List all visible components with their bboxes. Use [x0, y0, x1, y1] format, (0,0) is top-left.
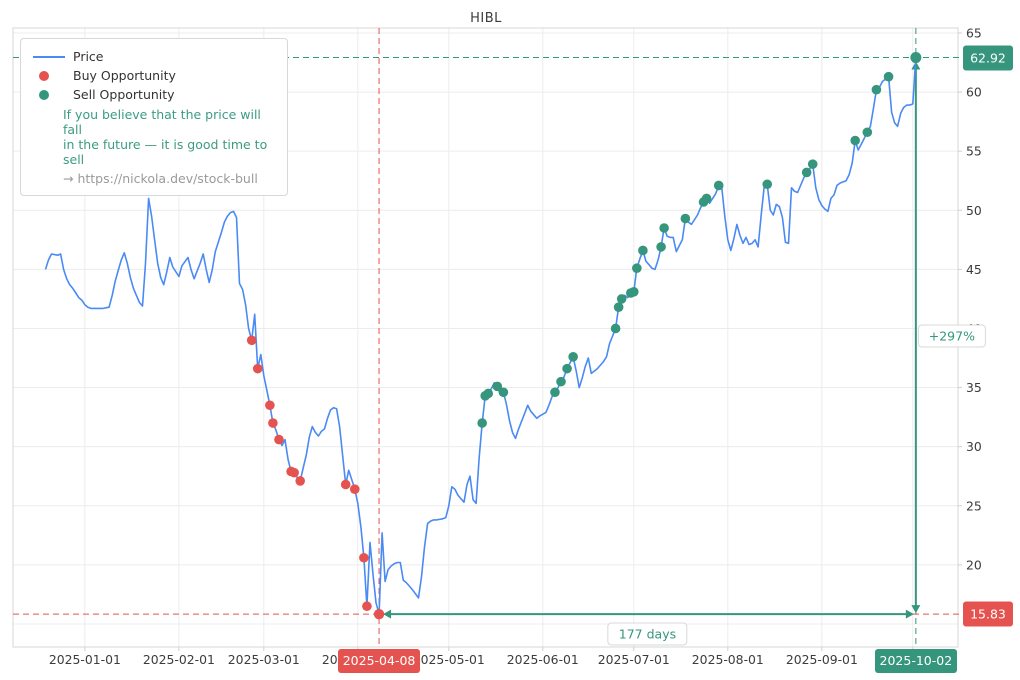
- sell-marker: [613, 302, 624, 312]
- legend-price-label: Price: [73, 49, 104, 64]
- buy-marker: [252, 363, 263, 374]
- x-axis-label: 2025-02-01: [143, 652, 215, 667]
- x-axis-label: 2025-09-01: [786, 652, 858, 667]
- buy-marker: [268, 418, 278, 428]
- sell-marker: [701, 193, 712, 204]
- y-axis-label: 30: [966, 439, 982, 454]
- sell-marker: [801, 167, 812, 178]
- legend-note-line2: in the future — it is good time to sell: [63, 137, 268, 167]
- sell-marker: [638, 245, 648, 256]
- x-axis-label: 2025-03-01: [228, 652, 300, 667]
- buy-marker: [274, 434, 284, 445]
- y-axis-label: 60: [966, 85, 982, 100]
- legend-buy-label: Buy Opportunity: [73, 68, 176, 83]
- x-axis-label: 2025-06-01: [507, 652, 579, 667]
- sell-marker: [498, 387, 509, 398]
- y-axis-label: 55: [966, 144, 982, 159]
- y-axis-label: 35: [966, 380, 982, 395]
- buy-marker: [246, 335, 257, 346]
- y-axis-label: 45: [966, 262, 982, 277]
- x-axis-label: 2025-08-01: [692, 652, 764, 667]
- sell-marker: [632, 263, 642, 273]
- y-axis-label: 65: [966, 25, 982, 40]
- arrow-right-icon: [905, 609, 914, 619]
- y-axis-label: 50: [966, 203, 982, 218]
- buy-marker: [349, 484, 360, 495]
- sell-price-badge: 62.92: [963, 45, 1013, 71]
- legend-note-line1: If you believe that the price will fall: [63, 107, 261, 137]
- arrow-down-icon: [911, 605, 921, 614]
- sell-anchor-marker: [910, 52, 922, 64]
- sell-marker: [713, 180, 724, 191]
- sell-marker: [562, 363, 572, 374]
- sell-marker: [871, 84, 882, 95]
- legend-link: → https://nickola.dev/stock-bull: [63, 171, 258, 186]
- sell-marker: [883, 71, 894, 82]
- gain-badge: +297%: [917, 324, 986, 348]
- x-axis-label: 2025-07-01: [598, 652, 670, 667]
- y-axis-label: 20: [966, 557, 982, 572]
- buy-marker: [295, 476, 305, 486]
- buy-marker: [289, 467, 299, 478]
- buy-marker: [265, 400, 275, 411]
- sell-marker: [492, 381, 503, 392]
- buy-price-badge: 15.83: [963, 601, 1013, 627]
- legend-note: If you believe that the price will fall …: [63, 107, 275, 167]
- legend-item-sell: Sell Opportunity: [33, 85, 275, 104]
- sell-marker: [807, 159, 818, 169]
- price-line-icon: [33, 55, 65, 58]
- legend-sell-label: Sell Opportunity: [73, 87, 175, 102]
- sell-marker: [483, 388, 494, 399]
- sell-marker: [659, 223, 669, 233]
- sell-marker: [616, 294, 627, 304]
- duration-badge: 177 days: [607, 622, 688, 646]
- sell-marker: [568, 352, 578, 362]
- x-axis-label: 2025-01-01: [49, 652, 121, 667]
- y-axis-label: 25: [966, 498, 982, 513]
- sell-marker: [680, 213, 691, 224]
- sell-date-badge: 2025-10-02: [874, 649, 957, 673]
- buy-anchor-marker: [373, 608, 385, 620]
- x-axis-label: 2025-05-01: [413, 652, 485, 667]
- buy-date-badge: 2025-04-08: [338, 649, 421, 673]
- sell-dot-icon: [39, 89, 49, 100]
- legend-item-price: Price: [33, 47, 275, 66]
- buy-marker: [359, 552, 369, 563]
- sell-marker: [477, 418, 487, 428]
- sell-marker: [762, 179, 773, 190]
- sell-marker: [850, 135, 860, 146]
- sell-marker: [550, 387, 560, 398]
- buy-marker: [362, 601, 372, 612]
- page-title: HIBL: [470, 11, 502, 26]
- sell-marker: [656, 242, 666, 252]
- arrow-left-icon: [383, 609, 392, 619]
- buy-marker: [340, 479, 351, 490]
- legend-item-buy: Buy Opportunity: [33, 66, 275, 85]
- buy-dot-icon: [39, 70, 49, 81]
- sell-marker: [862, 127, 873, 138]
- sell-marker: [556, 376, 566, 387]
- sell-marker: [610, 323, 621, 334]
- price-series-line: [44, 57, 917, 615]
- legend: Price Buy Opportunity Sell Opportunity I…: [20, 38, 288, 196]
- sell-marker: [629, 287, 639, 297]
